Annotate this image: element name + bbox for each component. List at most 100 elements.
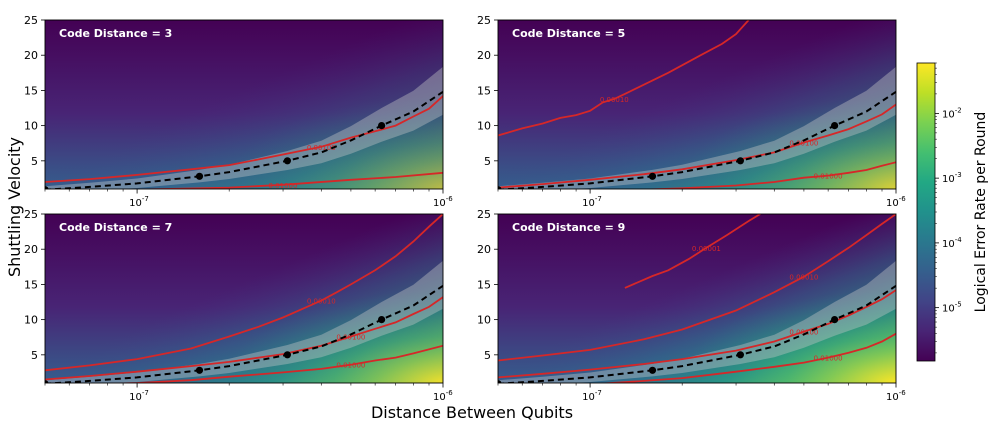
- panel-title: Code Distance = 7: [59, 221, 172, 234]
- contour-line-1: [597, 332, 896, 383]
- data-point-2: [648, 366, 657, 374]
- y-tick-label: 10: [24, 120, 38, 133]
- contour-line-3: [45, 214, 443, 372]
- colorbar-tick-label: 10-4: [942, 236, 962, 250]
- heatmap-glow: [45, 20, 443, 189]
- contour-line-2: [498, 289, 896, 379]
- uncertainty-band: [498, 260, 896, 383]
- colorbar-ticks: 10-2 10-3 10-4 10-5: [935, 62, 962, 354]
- data-point-1: [45, 186, 49, 189]
- y-tick-label: 20: [24, 49, 38, 62]
- data-point-1: [498, 380, 502, 383]
- y-tick-label: 25: [477, 14, 491, 27]
- y-tick-label: 20: [24, 243, 38, 256]
- contour-line-2: [498, 103, 896, 189]
- contour-label-3: 0.00010: [789, 274, 818, 282]
- data-point-2: [195, 172, 204, 180]
- contour-label-3: 0.00010: [307, 298, 336, 306]
- data-point-3: [283, 157, 291, 165]
- x-tick-label: 10-7: [129, 195, 149, 209]
- subplot-2: 0.01000 0.00100 0.00010 Code Distance = 5 5 1…: [477, 14, 906, 209]
- heatmap-glow: [498, 214, 896, 383]
- x-tick-label: 10-6: [886, 389, 906, 403]
- contour-label-4: 0.00001: [692, 245, 721, 253]
- y-tick-label: 25: [24, 14, 38, 27]
- data-point-2: [195, 366, 204, 374]
- panel-title: Code Distance = 3: [59, 27, 172, 40]
- contour-label-1: 0.01000: [269, 182, 298, 190]
- axes-frame: [497, 213, 897, 384]
- contour-line-3: [498, 214, 896, 362]
- x-tick-label: 10-6: [433, 389, 453, 403]
- axes-frame: [44, 19, 444, 190]
- x-tick-label: 10-6: [433, 195, 453, 209]
- y-tick-label: 5: [484, 155, 491, 168]
- data-point-4: [831, 316, 839, 324]
- contour-label-1: 0.01000: [814, 173, 843, 181]
- colorbar-tick-label: 10-3: [942, 171, 962, 185]
- contour-label-1: 0.01000: [814, 355, 843, 363]
- x-axis-label: Distance Between Qubits: [371, 403, 573, 422]
- heatmap-glow: [45, 214, 443, 383]
- contour-line-2: [45, 296, 443, 381]
- y-tick-label: 10: [477, 120, 491, 133]
- y-tick-label: 10: [24, 314, 38, 327]
- y-tick-label: 15: [477, 84, 491, 97]
- data-point-3: [736, 351, 745, 359]
- y-tick-label: 5: [31, 155, 38, 168]
- colorbar-tick-label: 10-5: [942, 301, 962, 315]
- heatmap-glow: [498, 20, 896, 189]
- contour-line-1: [106, 344, 443, 383]
- y-tick-label: 25: [24, 208, 38, 221]
- contour-label-3: 0.00010: [600, 96, 629, 104]
- axes-frame: [497, 19, 897, 190]
- x-tick-label: 10-7: [582, 389, 602, 403]
- y-tick-label: 15: [24, 278, 38, 291]
- contour-label-2: 0.00100: [789, 140, 818, 148]
- subplot-1: 0.01000 0.00100 Code Distance = 3 5 10 15 20 25…: [24, 14, 453, 209]
- y-tick-label: 25: [477, 208, 491, 221]
- uncertainty-band: [498, 66, 896, 189]
- data-point-3: [283, 351, 291, 359]
- contour-line-3: [498, 20, 750, 137]
- data-point-1: [45, 380, 49, 383]
- data-point-4: [378, 316, 386, 324]
- x-tick-label: 10-6: [886, 195, 906, 209]
- colorbar: 10-2 10-3 10-4 10-5 Logical Error Rate per …: [916, 62, 989, 362]
- y-axis-label: Shuttling Velocity: [5, 137, 24, 277]
- colorbar-gradient: [916, 62, 936, 362]
- data-point-1: [498, 186, 502, 189]
- x-tick-label: 10-7: [129, 389, 149, 403]
- subplot-4: 0.01000 0.00100 0.00010 0.00001 Code Distanc…: [477, 208, 906, 403]
- panel-title: Code Distance = 9: [512, 221, 625, 234]
- uncertainty-band: [45, 66, 443, 189]
- y-tick-label: 5: [484, 349, 491, 362]
- uncertainty-band: [45, 260, 443, 383]
- y-tick-label: 20: [477, 49, 491, 62]
- y-tick-label: 20: [477, 243, 491, 256]
- x-tick-label: 10-7: [582, 195, 602, 209]
- contour-label-2: 0.00100: [336, 334, 365, 342]
- contour-label-2: 0.00100: [789, 329, 818, 337]
- panel-title: Code Distance = 5: [512, 27, 625, 40]
- contour-line-4: [624, 214, 761, 289]
- y-tick-label: 15: [24, 84, 38, 97]
- y-tick-label: 5: [31, 349, 38, 362]
- axes-frame: [44, 213, 444, 384]
- contour-line-2: [45, 95, 443, 183]
- y-tick-label: 10: [477, 314, 491, 327]
- data-point-4: [831, 122, 839, 130]
- panels: 0.01000 0.00100 Code Distance = 3 5 10 15 20 25…: [24, 14, 906, 403]
- subplot-3: 0.01000 0.00100 0.00010 Code Distance = 7 5 1…: [24, 208, 453, 403]
- data-point-2: [648, 172, 657, 180]
- contour-line-1: [638, 161, 896, 189]
- colorbar-label: Logical Error Rate per Round: [973, 112, 989, 313]
- data-point-3: [736, 157, 745, 165]
- colorbar-tick-label: 10-2: [942, 106, 962, 120]
- contour-label-1: 0.01000: [336, 362, 365, 370]
- contour-label-2: 0.00100: [307, 144, 336, 152]
- y-tick-label: 15: [477, 278, 491, 291]
- data-point-4: [378, 122, 386, 130]
- contour-line-1: [122, 171, 443, 189]
